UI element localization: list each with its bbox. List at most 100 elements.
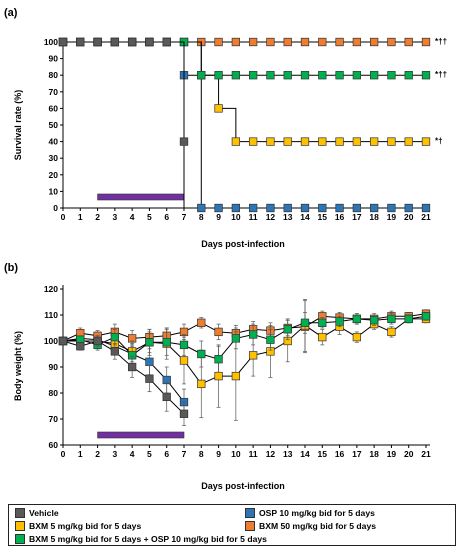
panel-b-marker-bxm5: [179, 356, 189, 365]
panel-b-label: (b): [4, 262, 18, 274]
panel-a-x-tick-label: 10: [231, 212, 241, 222]
panel-a-x-tick-label: 7: [182, 212, 187, 222]
panel-a-y-tick-label: 100: [44, 37, 58, 47]
panel-b-marker-combo: [300, 318, 310, 327]
panel-b-marker-combo: [214, 355, 223, 364]
panel-a-line-vehicle: [63, 41, 185, 208]
panel-a-marker-combo: [283, 71, 292, 80]
panel-a-marker-bxm5: [421, 137, 431, 146]
panel-b-marker-bxm50: [197, 318, 206, 327]
panel-b-x-tick-label: 12: [266, 449, 276, 459]
panel-a-marker-bxm50: [248, 37, 258, 47]
panel-a-marker-vehicle: [127, 37, 137, 47]
panel-a-x-tick-label: 16: [335, 212, 345, 222]
panel-b-marker-combo: [162, 338, 171, 347]
panel-a-y-label: Survival rate (%): [13, 90, 23, 161]
panel-a-x-tick-label: 19: [387, 212, 397, 222]
panel-a-marker-osp: [318, 203, 327, 213]
panel-a-marker-combo: [369, 71, 379, 80]
panel-b-marker-combo: [335, 317, 344, 326]
panel-a-x-tick-label: 13: [283, 212, 293, 222]
panel-a-y-tick-label: 20: [49, 170, 59, 180]
panel-a-marker-osp: [369, 203, 379, 213]
panel-a-x-tick-label: 18: [369, 212, 379, 222]
panel-a-marker-vehicle: [145, 37, 154, 47]
panel-a-marker-osp: [283, 203, 292, 213]
panel-a-line-osp: [63, 41, 426, 209]
panel-a-y-tick-label: 40: [49, 137, 59, 147]
legend-label-combo: BXM 5 mg/kg bid for 5 days + OSP 10 mg/k…: [29, 534, 267, 544]
panel-a-marker-osp: [197, 203, 206, 213]
panel-a-marker-vehicle: [179, 137, 189, 146]
panel-a-marker-osp: [352, 203, 362, 213]
panel-b-x-tick-label: 10: [231, 449, 241, 459]
legend-item-bxm5: BXM 5 mg/kg bid for 5 days: [15, 520, 141, 532]
panel-b-marker-combo: [231, 334, 241, 343]
panel-a-marker-bxm50: [404, 37, 413, 47]
panel-b-x-tick-label: 20: [404, 449, 414, 459]
panel-a-annotation-combo: *††: [435, 70, 447, 79]
legend-swatch-bxm50: [245, 521, 255, 531]
panel-a-marker-bxm50: [352, 37, 362, 47]
panel-b-x-tick-label: 15: [318, 449, 328, 459]
panel-b-x-tick-label: 3: [112, 449, 117, 459]
panel-a-x-tick-label: 5: [147, 212, 152, 222]
panel-a-marker-bxm5: [266, 137, 275, 146]
panel-a-marker-bxm5: [231, 137, 241, 146]
panel-b-marker-bxm5: [214, 371, 223, 381]
panel-a-x-tick-label: 4: [130, 212, 135, 222]
panel-a-marker-bxm50: [369, 37, 379, 47]
panel-a-y-tick-label: 60: [49, 103, 59, 113]
legend-swatch-bxm5: [15, 521, 25, 531]
legend-item-vehicle: Vehicle: [15, 507, 59, 519]
panel-a-x-tick-label: 20: [404, 212, 414, 222]
panel-a-annotation-bxm50: *††: [435, 37, 447, 46]
panel-a-marker-bxm50: [318, 37, 327, 47]
legend-swatch-vehicle: [15, 508, 25, 518]
legend-label-bxm50: BXM 50 mg/kg bid for 5 days: [259, 521, 376, 531]
panel-b-marker-bxm5: [387, 327, 396, 337]
legend-label-bxm5: BXM 5 mg/kg bid for 5 days: [29, 521, 142, 531]
panel-a-x-tick-label: 12: [266, 212, 276, 222]
panel-a-y-tick-label: 80: [49, 70, 59, 80]
panel-a-x-tick-label: 0: [61, 212, 66, 222]
legend: Vehicle OSP 10 mg/kg bid for 5 days BXM …: [8, 504, 456, 546]
panel-a-marker-combo: [266, 71, 275, 80]
panel-b-y-tick-label: 90: [49, 362, 59, 372]
panel-b-marker-bxm5: [352, 332, 362, 342]
panel-a-line-bxm5: [63, 41, 426, 143]
panel-a-marker-combo: [248, 71, 258, 80]
panel-b-x-tick-label: 4: [130, 449, 135, 459]
panel-a-marker-vehicle: [93, 37, 102, 47]
panel-a-y-tick-label: 70: [49, 87, 59, 97]
panel-b-x-label: Days post-infection: [201, 481, 285, 491]
legend-swatch-osp: [245, 508, 255, 518]
panel-b-marker-bxm5: [231, 371, 241, 381]
panel-b-marker-bxm5: [248, 351, 258, 360]
panel-b-x-tick-label: 21: [421, 449, 431, 459]
panel-a-marker-osp: [300, 203, 310, 213]
panel-a-marker-bxm5: [387, 137, 396, 146]
panel-b-y-tick-label: 80: [49, 388, 59, 398]
panel-a-marker-bxm5: [352, 137, 362, 146]
legend-swatch-combo: [15, 534, 25, 544]
panel-b-x-tick-label: 18: [369, 449, 379, 459]
panel-a-marker-combo: [300, 71, 310, 80]
panel-b-marker-vehicle: [76, 342, 85, 351]
panel-a-x-tick-label: 6: [164, 212, 169, 222]
panel-a-marker-osp: [335, 203, 344, 213]
panel-a-marker-bxm50: [300, 37, 310, 47]
legend-label-vehicle: Vehicle: [29, 508, 59, 518]
panel-a-marker-bxm50: [283, 37, 292, 47]
panel-a-label: (a): [4, 7, 18, 19]
panel-a-marker-osp: [404, 203, 413, 213]
panel-a-y-tick-label: 90: [49, 54, 59, 64]
panel-b-y-label: Body weight (%): [13, 331, 23, 401]
panel-b-marker-combo: [369, 316, 379, 325]
panel-b-treatment-bar: [97, 431, 185, 439]
panel-a-marker-bxm50: [387, 37, 396, 47]
panel-b-x-tick-label: 11: [249, 449, 258, 459]
panel-a-marker-bxm5: [283, 137, 292, 146]
legend-label-osp: OSP 10 mg/kg bid for 5 days: [259, 508, 375, 518]
